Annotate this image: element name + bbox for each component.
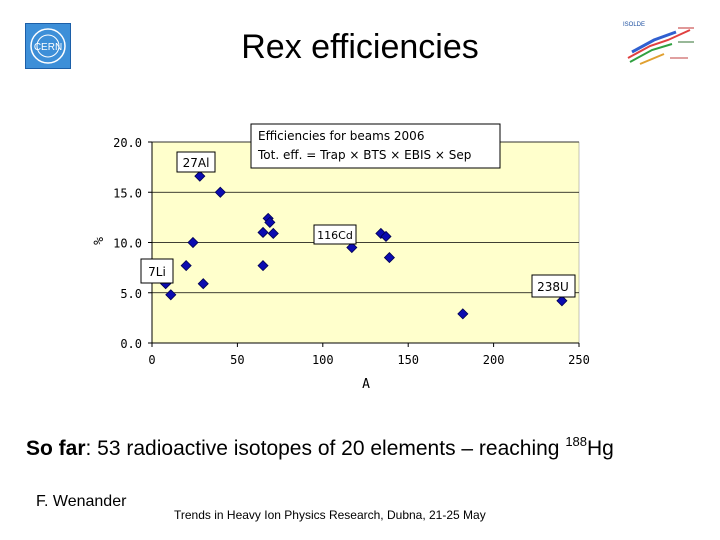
annotation-line-1: Efficiencies for beams 2006 (258, 129, 424, 143)
x-tick-label-3: 150 (397, 353, 419, 367)
data-point-10 (264, 216, 276, 228)
label-7li: 7Li (148, 265, 166, 279)
summary-text: : 53 radioactive isotopes of 20 elements… (85, 437, 566, 460)
data-point-5 (197, 278, 209, 290)
y-tick-label-0: 0.0 (120, 337, 142, 351)
data-point-17 (556, 295, 568, 307)
annotation-box: Efficiencies for beams 2006 Tot. eff. = … (250, 123, 501, 169)
data-point-8 (257, 260, 269, 272)
data-point-16 (457, 308, 469, 320)
data-point-3 (187, 236, 199, 249)
y-axis-label: % (92, 237, 107, 245)
label-7li-box: 7Li (140, 258, 174, 284)
cern-logo: CERN (25, 23, 71, 69)
summary-mass-number: 188 (565, 434, 588, 449)
x-tick-label-4: 200 (483, 353, 505, 367)
footer-text: Trends in Heavy Ion Physics Research, Du… (174, 508, 486, 522)
label-116cd: 116Cd (317, 229, 353, 242)
slide-title: Rex efficiencies (241, 28, 479, 66)
bottom-summary: So far: 53 radioactive isotopes of 20 el… (26, 434, 614, 461)
data-point-6 (214, 186, 226, 198)
x-tick-label-5: 250 (568, 353, 590, 367)
label-238u: 238U (537, 280, 569, 294)
author-name: F. Wenander (36, 493, 127, 510)
data-point-4 (194, 170, 206, 182)
data-point-7 (257, 226, 269, 239)
y-tick-label-1: 5.0 (120, 287, 142, 301)
x-axis-label: A (362, 377, 370, 392)
summary-element: Hg (587, 437, 614, 460)
x-tick-label-2: 100 (312, 353, 334, 367)
x-tick-label-1: 50 (230, 353, 244, 367)
data-point-15 (383, 252, 395, 264)
data-point-12 (346, 241, 358, 254)
label-116cd-box: 116Cd (313, 224, 357, 245)
data-point-14 (380, 230, 392, 243)
isolde-logo: ISOLDE (623, 22, 694, 65)
y-tick-label-4: 20.0 (113, 136, 142, 150)
data-point-1 (165, 289, 177, 301)
summary-bold: So far (26, 437, 86, 460)
svg-text:CERN: CERN (34, 42, 62, 53)
x-tick-label-0: 0 (148, 353, 155, 367)
label-27al: 27Al (183, 156, 210, 170)
annotation-line-2: Tot. eff. = Trap × BTS × EBIS × Sep (257, 148, 471, 162)
y-tick-label-3: 15.0 (113, 186, 142, 200)
label-238u-box: 238U (531, 274, 576, 298)
svg-text:ISOLDE: ISOLDE (623, 22, 645, 28)
data-point-11 (267, 227, 279, 240)
data-point-2 (180, 260, 192, 272)
label-27al-box: 27Al (176, 151, 216, 173)
y-tick-label-2: 10.0 (113, 237, 142, 251)
